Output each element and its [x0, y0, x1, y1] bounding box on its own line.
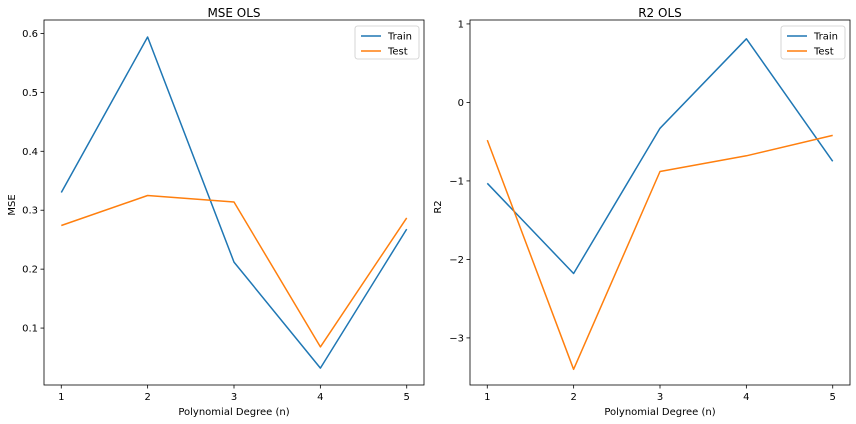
- x-tick-label: 4: [317, 392, 323, 403]
- x-tick-label: 3: [231, 392, 237, 403]
- chart-title: R2 OLS: [638, 6, 682, 20]
- plot-frame: [43, 19, 425, 386]
- x-tick-label: 1: [484, 392, 490, 403]
- legend-label: Train: [813, 32, 838, 43]
- series-line-test: [486, 134, 833, 371]
- legend: Train Test: [780, 25, 846, 60]
- chart-title: MSE OLS: [207, 6, 260, 20]
- x-axis-label: Polynomial Degree (n): [178, 407, 289, 418]
- y-tick-label: 1: [458, 19, 464, 30]
- x-tick-label: 1: [58, 392, 64, 403]
- x-tick-label: 2: [570, 392, 576, 403]
- plot-frame: [469, 19, 851, 386]
- x-tick-label: 3: [657, 392, 663, 403]
- legend-label: Train: [387, 32, 412, 43]
- y-tick-label: −3: [449, 333, 464, 344]
- y-tick-label: 0.2: [22, 265, 38, 276]
- x-tick-label: 5: [830, 392, 836, 403]
- y-tick-label: 0.6: [22, 29, 38, 40]
- y-tick-label: 0.4: [22, 147, 38, 158]
- x-axis-label: Polynomial Degree (n): [604, 407, 715, 418]
- legend-label: Test: [813, 47, 834, 58]
- y-axis-label: MSE: [7, 194, 18, 215]
- series-line-test: [61, 194, 408, 348]
- y-tick-label: 0: [458, 98, 464, 109]
- y-axis-label: R2: [433, 200, 444, 213]
- y-tick-label: 0.1: [22, 324, 38, 335]
- legend-label: Test: [387, 47, 408, 58]
- y-tick-label: 0.3: [22, 206, 38, 217]
- legend: Train Test: [354, 25, 420, 60]
- x-tick-label: 5: [404, 392, 410, 403]
- series-line-train: [60, 36, 408, 369]
- y-tick-label: −2: [449, 255, 464, 266]
- x-tick-label: 2: [144, 392, 150, 403]
- x-tick-label: 4: [743, 392, 749, 403]
- r2-chart: R2 OLS Polynomial Degree (n) R2 1 2 3 4 5 1 0…: [433, 6, 851, 418]
- y-tick-label: 0.5: [22, 88, 38, 99]
- y-tick-label: −1: [449, 176, 464, 187]
- series-line-train: [486, 38, 834, 275]
